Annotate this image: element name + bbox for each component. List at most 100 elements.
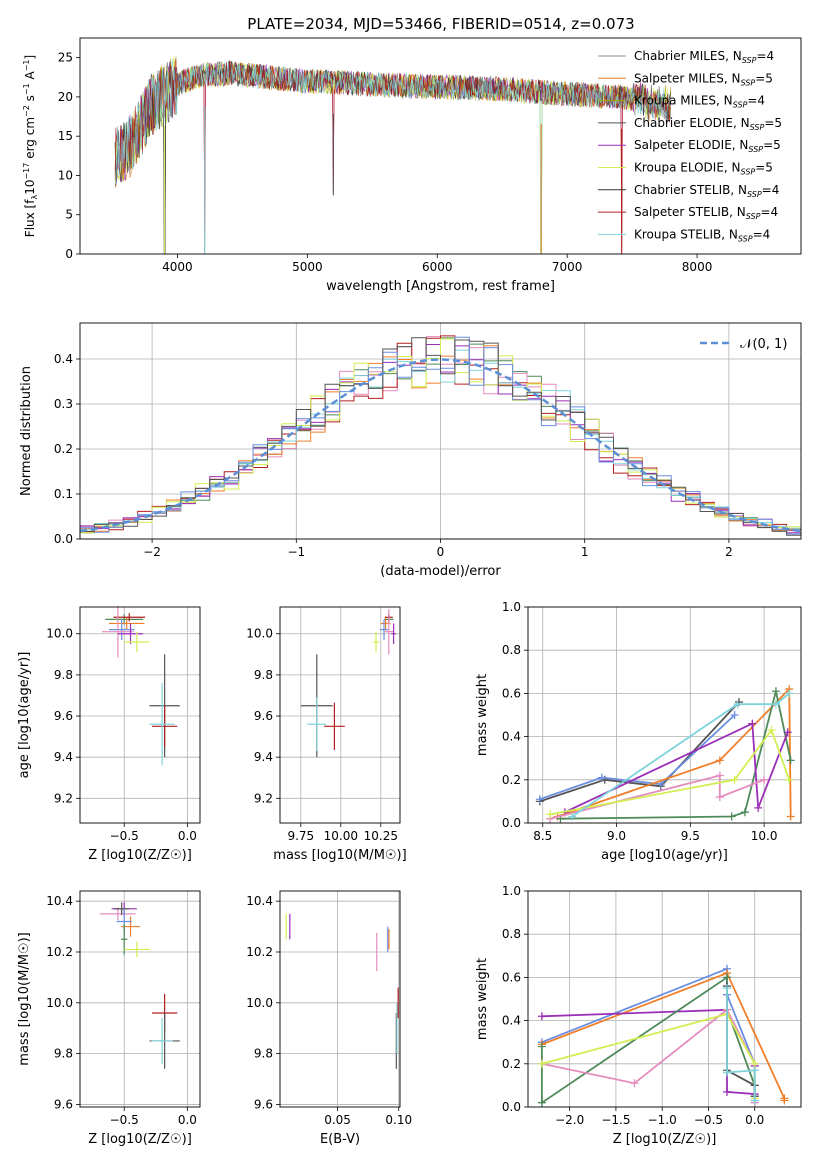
y-tick-label: 9.8 <box>254 668 273 682</box>
legend-label: Chabrier STELIB, NSSP=4 <box>634 183 779 199</box>
weight-marker <box>780 1096 789 1105</box>
weight-marker <box>750 1096 759 1105</box>
legend-label: Kroupa STELIB, NSSP=4 <box>634 227 770 243</box>
errorbar-point <box>113 613 146 622</box>
weight-marker <box>754 803 763 812</box>
y-tick-label: 0.4 <box>54 352 73 366</box>
y-tick-label: 9.2 <box>54 791 73 805</box>
y-tick-label: 1.0 <box>502 884 521 898</box>
x-tick-label: 10.0 <box>751 829 778 843</box>
y-tick-label: 9.2 <box>254 791 273 805</box>
errorbar-point <box>102 605 134 658</box>
y-tick-label: 10.0 <box>246 627 273 641</box>
x-axis-label: age [log10(age/yr)] <box>601 848 728 863</box>
x-tick-label: 6000 <box>422 260 453 274</box>
weight-marker <box>767 726 776 735</box>
weight-series <box>546 771 769 823</box>
axes-frame <box>527 606 802 824</box>
weight-series-line <box>560 690 792 820</box>
normal-curve-line <box>79 358 802 533</box>
weight-marker <box>785 689 794 698</box>
y-tick-label: 0.1 <box>54 487 73 501</box>
weight-marker <box>630 1079 639 1088</box>
weight-series-line <box>549 774 765 820</box>
y-tick-label: 10.4 <box>46 894 73 908</box>
x-tick-label: −2 <box>143 545 161 559</box>
errorbar-point <box>114 902 130 916</box>
x-tick-label: 9.0 <box>607 829 626 843</box>
weight-vs-age-panel: 8.5 9.0 9.5 10.0 0.0 0.2 0.4 0.6 0.8 1.0 age [log1… <box>475 600 802 863</box>
legend-label: Salpeter STELIB, NSSP=4 <box>634 205 778 221</box>
x-tick-label: 5000 <box>292 260 323 274</box>
y-tick-label: 0.2 <box>502 1057 521 1071</box>
x-axis-label: Z [log10(Z/Z☉)] <box>88 1132 192 1147</box>
y-axis-label: Flux [fλ10−17 erg cm−2 s−1 A−1] <box>22 55 39 237</box>
axes-frame <box>279 606 401 824</box>
x-tick-label: 0.0 <box>178 829 197 843</box>
axes-frame <box>79 37 802 255</box>
errorbar-point <box>124 631 150 653</box>
weight-series-line <box>549 728 791 816</box>
errorbar-point <box>307 697 327 751</box>
y-tick-label: 9.8 <box>54 668 73 682</box>
legend-label: Salpeter MILES, NSSP=5 <box>634 71 773 87</box>
weight-series-line <box>571 692 790 818</box>
y-tick-label: 15 <box>58 129 73 143</box>
weight-marker <box>722 984 731 993</box>
y-tick-label: 10.0 <box>46 996 73 1010</box>
y-tick-label: 10.0 <box>246 996 273 1010</box>
errorbar-point <box>124 941 150 958</box>
errorbar-point <box>380 619 388 640</box>
weight-marker <box>727 812 736 821</box>
errorbar-point <box>324 702 345 750</box>
x-tick-label: 9.5 <box>681 829 700 843</box>
legend-label: Chabrier ELODIE, NSSP=5 <box>634 116 782 132</box>
x-axis-label: E(B-V) <box>320 1132 360 1147</box>
weight-marker <box>568 812 577 821</box>
x-tick-label: −2.0 <box>555 1113 584 1127</box>
y-tick-label: 20 <box>58 90 73 104</box>
weight-marker <box>715 771 724 780</box>
y-tick-label: 10.0 <box>46 627 73 641</box>
y-tick-label: 1.0 <box>502 600 521 614</box>
errorbar-point <box>100 907 136 921</box>
y-tick-label: 0.4 <box>502 730 521 744</box>
y-tick-label: 9.6 <box>254 709 273 723</box>
y-tick-label: 9.6 <box>254 1097 273 1111</box>
legend-label: 𝒩(0, 1) <box>740 337 787 352</box>
age-vs-Z-panel: −0.5 0.0 9.2 9.4 9.6 9.8 10.0 Z [log10(Z/Z☉)] ag… <box>17 605 201 863</box>
spectrum-series-line <box>114 58 669 254</box>
weight-marker <box>771 687 780 696</box>
weight-marker <box>546 810 555 819</box>
x-axis-label: Z [log10(Z/Z☉)] <box>613 1132 717 1147</box>
x-tick-label: 0.0 <box>178 1113 197 1127</box>
errorbar-point <box>372 631 380 653</box>
y-tick-label: 0.8 <box>502 643 521 657</box>
y-tick-label: 9.8 <box>254 1047 273 1061</box>
errorbar-point <box>151 1018 173 1064</box>
y-axis-label: mass [log10(M/M☉)] <box>17 932 32 1065</box>
x-tick-label: 4000 <box>162 260 193 274</box>
legend-label: Chabrier MILES, NSSP=4 <box>634 49 774 65</box>
weight-series-line <box>539 714 736 801</box>
x-tick-label: −0.5 <box>694 1113 723 1127</box>
spectrum-panel: 4000 5000 6000 7000 8000 0 5 10 15 20 25 wavelength… <box>22 37 802 294</box>
weight-series-line <box>541 1008 756 1103</box>
weight-marker <box>597 773 606 782</box>
y-tick-label: 9.8 <box>54 1047 73 1061</box>
weight-series <box>722 984 759 1105</box>
weight-vs-Z-panel: −2.0 −1.5 −1.0 −0.5 0.0 0.0 0.2 0.4 0.6 0.8 1.0 Z [… <box>475 884 802 1147</box>
y-tick-label: 0 <box>65 247 73 261</box>
weight-series <box>537 973 759 1107</box>
x-tick-label: −1.0 <box>648 1113 677 1127</box>
weight-marker <box>730 775 739 784</box>
y-tick-label: 0.6 <box>502 686 521 700</box>
weight-series <box>546 726 794 819</box>
weight-marker <box>715 793 724 802</box>
x-tick-label: 7000 <box>552 260 583 274</box>
errorbar-point <box>105 614 144 625</box>
x-tick-label: 0.05 <box>324 1113 351 1127</box>
y-tick-label: 9.6 <box>54 1097 73 1111</box>
spectrum-legend: Chabrier MILES, NSSP=4 Salpeter MILES, NS… <box>598 49 782 243</box>
weight-marker <box>722 1068 731 1077</box>
